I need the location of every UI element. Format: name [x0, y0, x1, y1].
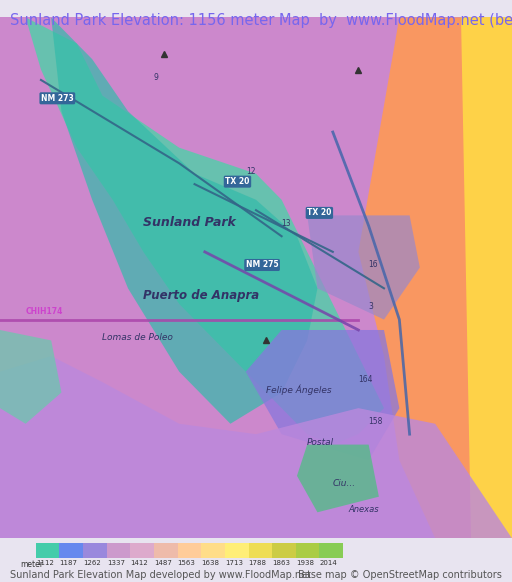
Bar	[36, 542, 59, 558]
Text: 1262: 1262	[83, 560, 101, 566]
Polygon shape	[0, 330, 61, 424]
Text: Felipe Ángeles: Felipe Ángeles	[266, 384, 332, 395]
Text: 1938: 1938	[296, 560, 314, 566]
Text: Sunland Park Elevation: 1156 meter Map  by  www.FloodMap.net (beta): Sunland Park Elevation: 1156 meter Map b…	[10, 13, 512, 29]
Text: 1788: 1788	[248, 560, 267, 566]
Text: 16: 16	[369, 261, 378, 269]
Text: 1412: 1412	[131, 560, 148, 566]
Text: Base map © OpenStreetMap contributors: Base map © OpenStreetMap contributors	[298, 570, 502, 580]
Text: 1112: 1112	[36, 560, 54, 566]
Bar	[225, 542, 248, 558]
Bar	[83, 542, 106, 558]
Polygon shape	[0, 17, 512, 538]
Bar	[296, 542, 319, 558]
Text: 1863: 1863	[272, 560, 290, 566]
Bar	[154, 542, 178, 558]
Text: 3: 3	[369, 302, 374, 311]
Text: CHIH174: CHIH174	[26, 307, 63, 317]
Text: Sunland Park Elevation Map developed by www.FloodMap.net: Sunland Park Elevation Map developed by …	[10, 570, 311, 580]
Text: 164: 164	[358, 375, 373, 384]
Text: 1487: 1487	[154, 560, 172, 566]
Text: TX 20: TX 20	[225, 177, 250, 186]
Text: 2014: 2014	[319, 560, 337, 566]
Polygon shape	[246, 330, 399, 460]
Text: Lomas de Poleo: Lomas de Poleo	[102, 333, 173, 342]
Bar	[106, 542, 131, 558]
Text: Ciu...: Ciu...	[333, 479, 356, 488]
Bar	[59, 542, 83, 558]
Text: TX 20: TX 20	[307, 208, 332, 218]
Text: 1563: 1563	[178, 560, 196, 566]
Polygon shape	[0, 356, 512, 538]
Text: NM 275: NM 275	[246, 261, 279, 269]
Bar	[201, 542, 225, 558]
Polygon shape	[297, 445, 379, 512]
Polygon shape	[51, 17, 317, 424]
Text: 158: 158	[369, 417, 383, 426]
Polygon shape	[26, 17, 384, 445]
Text: 1187: 1187	[59, 560, 77, 566]
Polygon shape	[358, 17, 512, 538]
Text: 12: 12	[246, 166, 255, 176]
Text: 13: 13	[282, 219, 291, 228]
Bar	[178, 542, 201, 558]
Text: 1713: 1713	[225, 560, 243, 566]
Text: 1337: 1337	[106, 560, 125, 566]
Polygon shape	[307, 215, 420, 320]
Text: Puerto de Anapra: Puerto de Anapra	[143, 289, 260, 301]
Text: NM 273: NM 273	[41, 94, 74, 103]
Bar	[272, 542, 296, 558]
Text: meter: meter	[20, 560, 44, 569]
Bar	[248, 542, 272, 558]
Bar	[131, 542, 154, 558]
Text: Sunland Park: Sunland Park	[143, 216, 236, 229]
Text: Postal: Postal	[307, 438, 334, 446]
Text: 9: 9	[154, 73, 159, 82]
Polygon shape	[461, 17, 512, 538]
Bar	[319, 542, 343, 558]
Text: 1638: 1638	[201, 560, 219, 566]
Text: Anexas: Anexas	[348, 505, 379, 514]
